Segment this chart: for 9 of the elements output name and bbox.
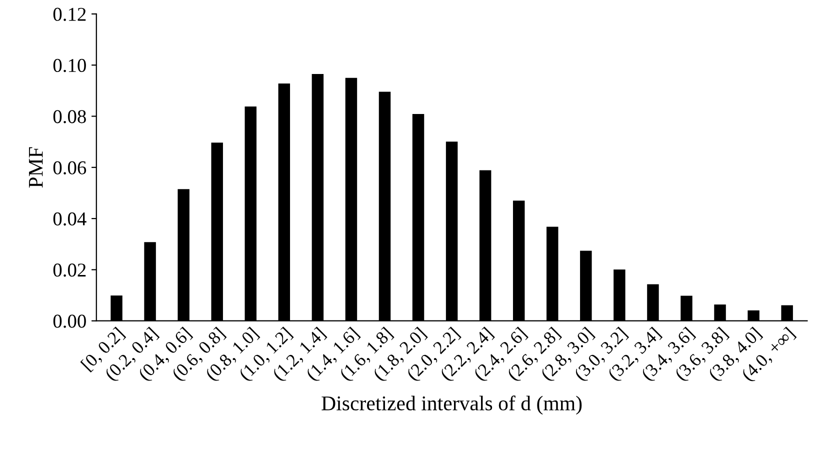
y-tick-label: 0.08 bbox=[53, 110, 86, 124]
x-axis-title: Discretized intervals of d (mm) bbox=[322, 396, 582, 415]
y-tick-label: 0.10 bbox=[53, 58, 86, 72]
y-tick-label: 0.06 bbox=[53, 161, 86, 174]
y-tick-label: 0.02 bbox=[53, 264, 86, 277]
y-tick-label: 0.04 bbox=[53, 212, 86, 226]
y-tick-label: 0.00 bbox=[53, 314, 86, 328]
y-axis-title: PMF bbox=[29, 147, 43, 188]
y-tick-label: 0.12 bbox=[53, 8, 86, 21]
